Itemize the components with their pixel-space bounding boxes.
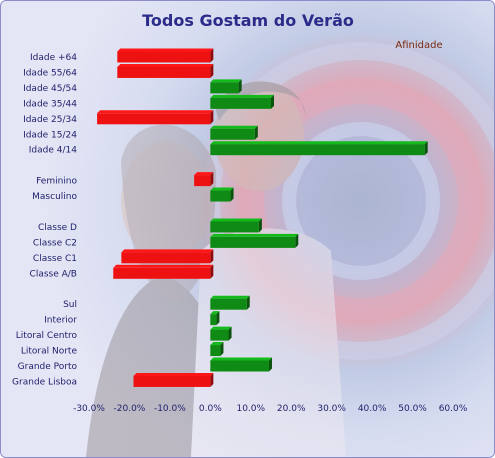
bar-positive bbox=[210, 187, 234, 202]
x-tick-label: 50.0% bbox=[398, 404, 427, 414]
bar-positive bbox=[210, 295, 250, 310]
x-tick-label: 30.0% bbox=[317, 404, 346, 414]
x-tick-label: -20.0% bbox=[114, 404, 146, 414]
x-axis-ticks: -30.0% -20.0% -10.0% 0.0% 10.0% 20.0% 30.0% 40.… bbox=[73, 404, 468, 414]
bars-group bbox=[97, 48, 428, 387]
category-label: Litoral Centro bbox=[16, 331, 78, 341]
bar-positive bbox=[210, 357, 272, 372]
bar-negative bbox=[117, 48, 214, 63]
category-label: Idade 4/14 bbox=[29, 146, 77, 156]
x-tick-label: -30.0% bbox=[73, 404, 105, 414]
chart-title: Todos Gostam do Verão bbox=[142, 11, 354, 30]
x-tick-label: 10.0% bbox=[236, 404, 265, 414]
category-label: Idade 35/44 bbox=[23, 99, 77, 109]
category-label: Masculino bbox=[32, 192, 77, 202]
category-label: Interior bbox=[44, 316, 77, 326]
bar-negative bbox=[194, 172, 214, 187]
bar-negative bbox=[117, 63, 214, 78]
category-label: Grande Lisboa bbox=[12, 377, 77, 387]
category-label: Idade 25/34 bbox=[23, 115, 77, 125]
category-label: Idade +64 bbox=[30, 53, 77, 63]
category-label: Classe C2 bbox=[33, 238, 77, 248]
category-label: Classe A/B bbox=[30, 269, 77, 279]
bar-positive bbox=[210, 125, 258, 140]
x-tick-label: 0.0% bbox=[199, 404, 222, 414]
x-tick-label: 60.0% bbox=[439, 404, 468, 414]
category-label: Idade 15/24 bbox=[23, 130, 77, 140]
x-tick-label: 20.0% bbox=[277, 404, 306, 414]
category-label: Feminino bbox=[36, 177, 77, 187]
bar-negative bbox=[121, 249, 214, 264]
bar-negative bbox=[97, 110, 214, 125]
category-label: Sul bbox=[63, 300, 77, 310]
category-label: Classe C1 bbox=[33, 254, 77, 264]
bar-negative bbox=[113, 264, 214, 279]
bar-positive bbox=[210, 141, 428, 156]
x-tick-label: 40.0% bbox=[358, 404, 387, 414]
category-label: Idade 55/64 bbox=[23, 68, 77, 78]
bar-negative bbox=[133, 372, 214, 387]
legend-label: Afinidade bbox=[395, 40, 442, 51]
bar-positive bbox=[210, 79, 242, 94]
category-label: Grande Porto bbox=[18, 362, 78, 372]
category-labels: Idade +64 Idade 55/64 Idade 45/54 Idade 35/… bbox=[12, 53, 77, 387]
bar-positive bbox=[210, 94, 274, 109]
bar-positive bbox=[210, 326, 232, 341]
category-label: Classe D bbox=[38, 223, 77, 233]
category-label: Litoral Norte bbox=[21, 347, 78, 357]
x-tick-label: -10.0% bbox=[154, 404, 186, 414]
bar-positive bbox=[210, 233, 299, 248]
bar-positive bbox=[210, 311, 220, 326]
bar-positive bbox=[210, 218, 262, 233]
category-label: Idade 45/54 bbox=[23, 84, 77, 94]
bar-positive bbox=[210, 342, 224, 357]
